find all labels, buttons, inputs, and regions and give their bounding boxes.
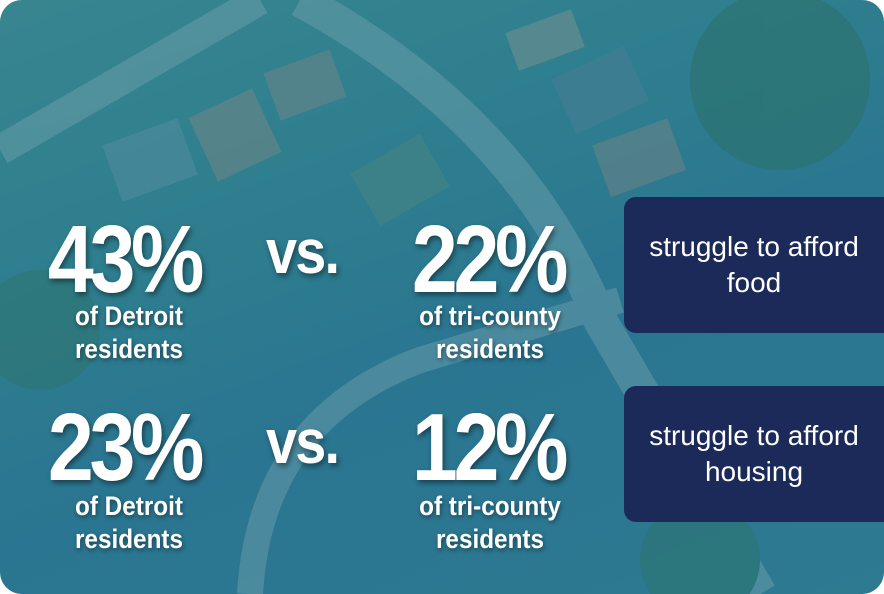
versus: vs. (266, 218, 340, 287)
tricounty-percent: 22% (411, 206, 569, 313)
outcome-box: struggle to afford housing (624, 386, 884, 522)
tricounty-label: of tri-county residents (419, 301, 561, 364)
outcome-text: struggle to afford housing (649, 420, 859, 487)
detroit-label: of Detroit residents (74, 301, 184, 364)
tricounty-label: of tri-county residents (419, 491, 561, 554)
versus: vs. (266, 408, 340, 477)
detroit-percent: 43% (47, 206, 205, 313)
detroit-percent: 23% (47, 394, 205, 501)
outcome-text: struggle to afford food (649, 231, 859, 298)
outcome-box: struggle to afford food (624, 197, 884, 333)
detroit-label: of Detroit residents (74, 491, 184, 554)
tricounty-percent: 12% (411, 394, 569, 501)
